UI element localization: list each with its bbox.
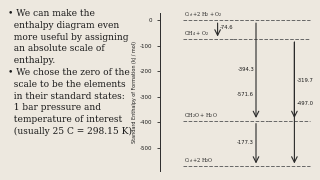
Text: -74.6: -74.6 <box>220 25 233 30</box>
Text: • We can make the
  enthalpy diagram even
  more useful by assigning
  an absolu: • We can make the enthalpy diagram even … <box>8 9 132 136</box>
Text: -177.3: -177.3 <box>237 140 254 145</box>
Text: -394.3: -394.3 <box>237 67 254 72</box>
Y-axis label: Standard Enthalpy of Formation (kJ / mol): Standard Enthalpy of Formation (kJ / mol… <box>132 41 137 143</box>
Text: CH$_2$O + H$_2$O: CH$_2$O + H$_2$O <box>184 111 218 120</box>
Text: -497.0: -497.0 <box>296 101 313 106</box>
Text: C$_{(s)}$+2 H$_2$ + O$_2$: C$_{(s)}$+2 H$_2$ + O$_2$ <box>184 11 223 19</box>
Text: -571.6: -571.6 <box>237 92 254 97</box>
Text: C$_{(s)}$+2 H$_2$O: C$_{(s)}$+2 H$_2$O <box>184 157 213 165</box>
Text: CH$_4$ + O$_2$: CH$_4$ + O$_2$ <box>184 29 209 38</box>
Text: -319.7: -319.7 <box>296 78 313 83</box>
